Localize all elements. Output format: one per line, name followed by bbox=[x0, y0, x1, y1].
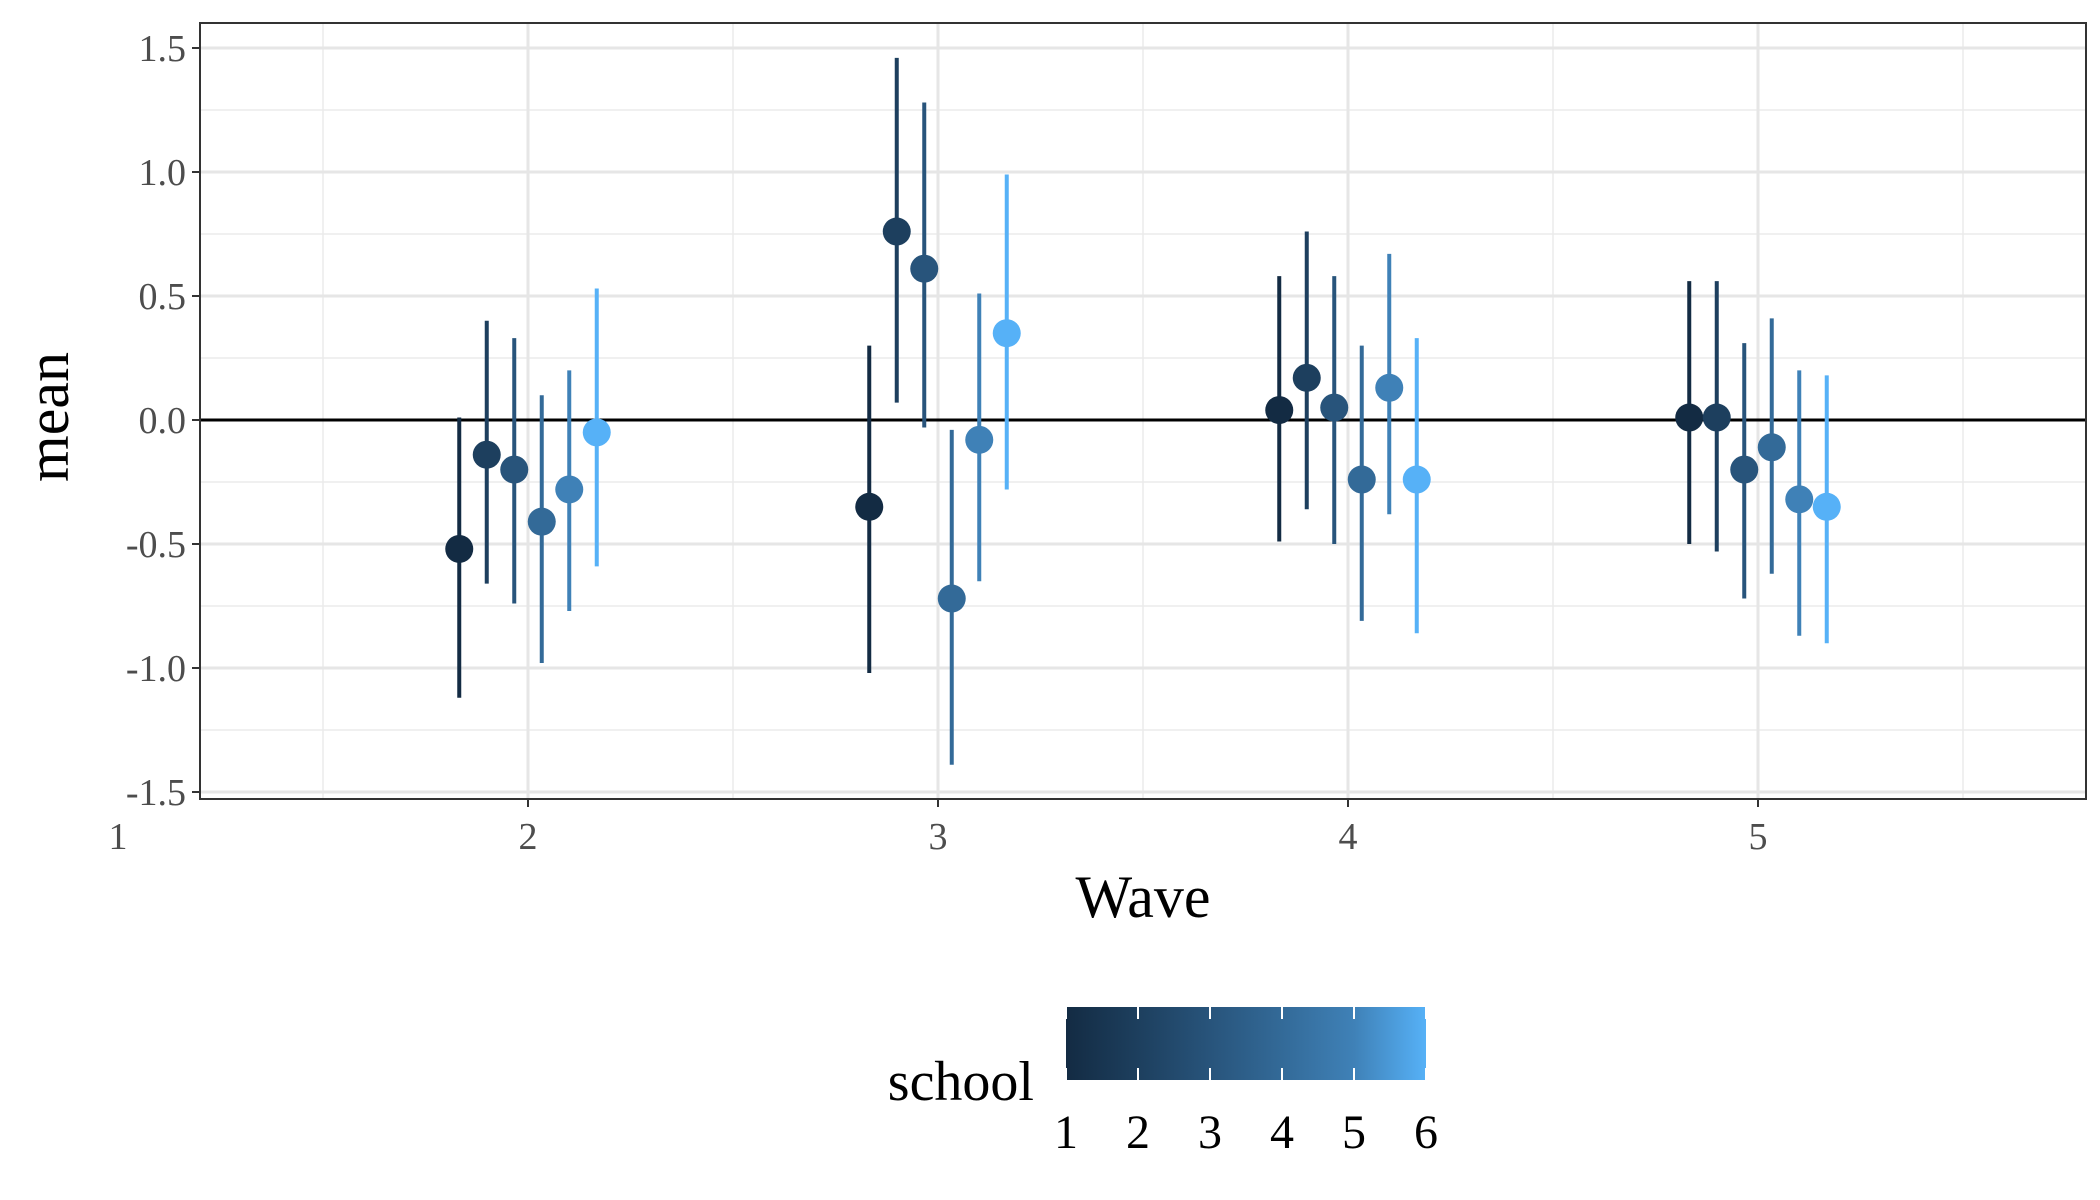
point-wave5-school2 bbox=[1702, 403, 1731, 432]
point-wave2-school4 bbox=[527, 507, 556, 536]
y-tick-label: 1.0 bbox=[139, 152, 187, 194]
legend-label: 1 bbox=[1054, 1106, 1078, 1159]
data-marks bbox=[445, 57, 1841, 765]
y-tick-label: 0.5 bbox=[139, 276, 187, 318]
point-wave2-school1 bbox=[445, 534, 474, 563]
legend-label: 2 bbox=[1126, 1106, 1150, 1159]
x-tick-label: 3 bbox=[929, 816, 948, 858]
point-wave3-school4 bbox=[937, 584, 966, 613]
legend-label: 4 bbox=[1270, 1106, 1294, 1159]
point-wave4-school6 bbox=[1402, 465, 1431, 494]
point-wave4-school2 bbox=[1292, 363, 1321, 392]
point-wave4-school3 bbox=[1320, 393, 1349, 422]
point-wave3-school3 bbox=[910, 254, 939, 283]
x-tick-label: 4 bbox=[1339, 816, 1358, 858]
y-tick-label: -1.0 bbox=[126, 648, 186, 690]
point-wave5-school4 bbox=[1757, 433, 1786, 462]
point-wave5-school5 bbox=[1785, 485, 1814, 514]
point-wave2-school6 bbox=[582, 418, 611, 447]
x-axis-title: Wave bbox=[1075, 864, 1210, 930]
legend-label: 3 bbox=[1198, 1106, 1222, 1159]
y-tick-label: 0.0 bbox=[139, 400, 187, 442]
axes: Wave mean -1.5 -1.0 -0.5 0.0 0.5 1.0 1.5 1 2 3 4 5 bbox=[15, 28, 1768, 930]
panel-border bbox=[199, 22, 2087, 800]
x-tick-label: 5 bbox=[1749, 816, 1768, 858]
point-wave3-school2 bbox=[882, 217, 911, 246]
point-wave3-school5 bbox=[965, 425, 994, 454]
x-tick-label: 1 bbox=[109, 816, 128, 858]
legend-title: school bbox=[888, 1051, 1034, 1113]
y-tick-label: -1.5 bbox=[126, 772, 186, 814]
y-tick-label: 1.5 bbox=[139, 28, 187, 70]
point-wave2-school2 bbox=[472, 440, 501, 469]
point-wave5-school3 bbox=[1730, 455, 1759, 484]
point-wave5-school1 bbox=[1675, 403, 1704, 432]
point-wave2-school5 bbox=[555, 475, 584, 504]
point-wave5-school6 bbox=[1812, 492, 1841, 521]
x-tick-label: 2 bbox=[519, 816, 538, 858]
point-wave4-school4 bbox=[1347, 465, 1376, 494]
point-wave4-school5 bbox=[1375, 373, 1404, 402]
legend-label: 5 bbox=[1342, 1106, 1366, 1159]
legend-label: 6 bbox=[1414, 1106, 1438, 1159]
legend-colorbar bbox=[1066, 1007, 1426, 1080]
point-wave3-school6 bbox=[992, 319, 1021, 348]
y-tick-label: -0.5 bbox=[126, 524, 186, 566]
point-wave2-school3 bbox=[500, 455, 529, 484]
point-wave3-school1 bbox=[855, 492, 884, 521]
point-wave4-school1 bbox=[1265, 396, 1294, 425]
y-axis-title: mean bbox=[15, 352, 81, 482]
